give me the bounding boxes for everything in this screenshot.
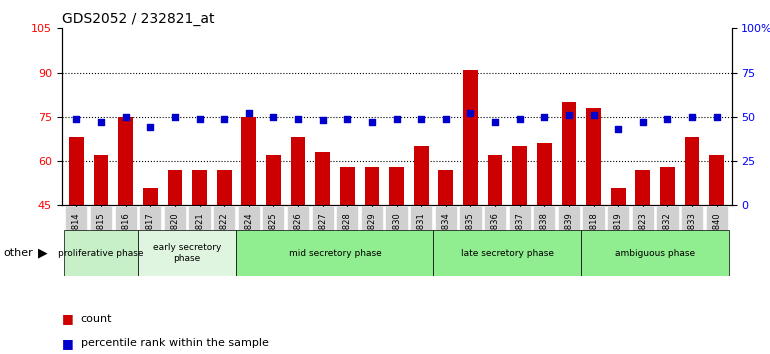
Point xyxy=(489,119,501,125)
Bar xyxy=(389,167,404,338)
Bar xyxy=(143,188,158,338)
Point xyxy=(218,116,230,121)
Bar xyxy=(586,108,601,338)
Text: GDS2052 / 232821_at: GDS2052 / 232821_at xyxy=(62,12,214,26)
Text: ambiguous phase: ambiguous phase xyxy=(615,249,695,258)
Text: other: other xyxy=(4,248,34,258)
Bar xyxy=(138,230,236,276)
Point xyxy=(415,116,427,121)
Point xyxy=(711,114,723,120)
Point xyxy=(366,119,378,125)
Point xyxy=(563,112,575,118)
Point xyxy=(390,116,403,121)
Bar xyxy=(635,170,650,338)
Point xyxy=(440,116,452,121)
Bar xyxy=(236,230,434,276)
Bar xyxy=(660,167,675,338)
Point xyxy=(588,112,600,118)
Bar xyxy=(413,146,429,338)
Bar xyxy=(611,188,625,338)
Point xyxy=(341,116,353,121)
Point xyxy=(243,110,255,116)
Bar xyxy=(537,143,552,338)
Bar xyxy=(340,167,355,338)
Bar xyxy=(561,102,576,338)
Bar xyxy=(241,117,256,338)
Point xyxy=(193,116,206,121)
Bar xyxy=(69,137,84,338)
Text: ■: ■ xyxy=(62,312,73,325)
Text: ▶: ▶ xyxy=(38,247,47,259)
Text: mid secretory phase: mid secretory phase xyxy=(289,249,381,258)
Point xyxy=(267,114,280,120)
Point xyxy=(119,114,132,120)
Point xyxy=(612,126,624,132)
Bar xyxy=(364,167,380,338)
Text: early secretory
phase: early secretory phase xyxy=(153,244,222,263)
Text: count: count xyxy=(81,314,112,324)
Text: ■: ■ xyxy=(62,337,73,350)
Point xyxy=(95,119,107,125)
Bar xyxy=(266,155,281,338)
Point xyxy=(661,116,674,121)
Bar xyxy=(315,152,330,338)
Bar xyxy=(168,170,182,338)
Point xyxy=(538,114,551,120)
Text: proliferative phase: proliferative phase xyxy=(59,249,144,258)
Bar xyxy=(685,137,699,338)
Point xyxy=(169,114,181,120)
Point xyxy=(70,116,82,121)
Bar xyxy=(217,170,232,338)
Text: percentile rank within the sample: percentile rank within the sample xyxy=(81,338,269,348)
Bar xyxy=(290,137,306,338)
Bar xyxy=(119,117,133,338)
Bar xyxy=(709,155,724,338)
Bar xyxy=(438,170,454,338)
Point xyxy=(144,125,156,130)
Bar xyxy=(463,70,478,338)
Bar xyxy=(94,155,109,338)
Bar xyxy=(64,230,138,276)
Point xyxy=(686,114,698,120)
Point xyxy=(464,110,477,116)
Point xyxy=(316,118,329,123)
Bar xyxy=(581,230,729,276)
Bar xyxy=(512,146,527,338)
Bar xyxy=(192,170,207,338)
Point xyxy=(637,119,649,125)
Text: late secretory phase: late secretory phase xyxy=(461,249,554,258)
Bar xyxy=(434,230,581,276)
Bar xyxy=(487,155,503,338)
Point xyxy=(514,116,526,121)
Point xyxy=(292,116,304,121)
